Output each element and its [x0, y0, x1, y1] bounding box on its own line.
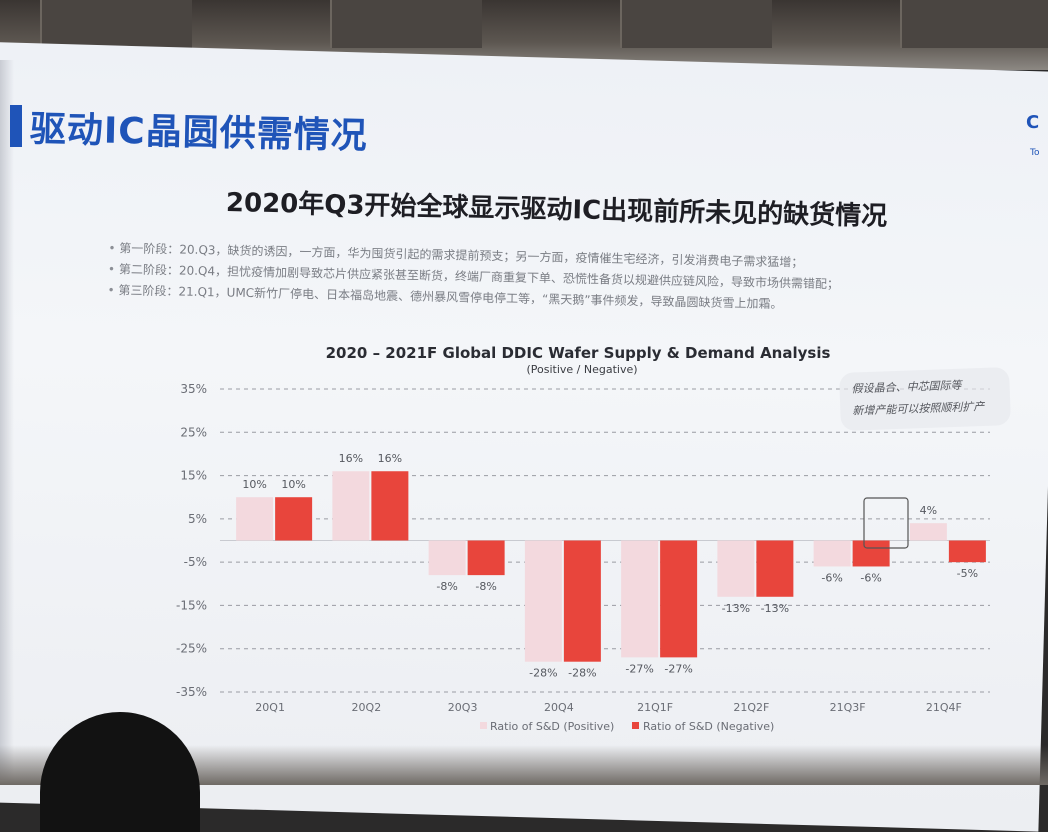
y-tick-label: -35% — [176, 685, 207, 699]
y-tick-label: 15% — [180, 469, 207, 483]
grid-lines — [220, 388, 990, 693]
data-label: 4% — [920, 504, 937, 517]
data-label: 16% — [339, 452, 363, 465]
category-label: 20Q2 — [352, 701, 382, 714]
bar-negative — [371, 471, 409, 541]
bar-positive — [909, 523, 947, 541]
y-tick-label: 25% — [180, 425, 207, 439]
bar-positive — [428, 540, 466, 576]
y-tick-label: 35% — [180, 382, 207, 396]
category-labels: 20Q1 20Q2 20Q3 20Q4 21Q1F 21Q2F 21Q3F 21Q4F — [255, 701, 962, 714]
title-accent-bar — [10, 105, 22, 147]
data-label: -28% — [529, 667, 557, 680]
data-label: -13% — [761, 602, 789, 615]
category-label: 20Q1 — [255, 701, 285, 714]
bar-negative — [467, 540, 505, 576]
y-tick-label: -25% — [176, 642, 207, 656]
data-label: -5% — [957, 567, 978, 580]
ddic-supply-demand-chart: 2020 – 2021F Global DDIC Wafer Supply & … — [175, 344, 990, 733]
data-label: 16% — [378, 452, 402, 465]
chart-subtitle: (Positive / Negative) — [526, 363, 637, 376]
data-label: -6% — [860, 571, 881, 584]
bar-positive — [332, 471, 370, 541]
data-label: -27% — [625, 662, 653, 675]
bars — [236, 471, 986, 662]
legend-label-positive: Ratio of S&D (Positive) — [490, 720, 614, 733]
data-label: 10% — [281, 478, 305, 491]
y-axis-ticks: 35% 25% 15% 5% -5% -15% -25% -35% — [176, 382, 207, 699]
bar-positive — [717, 540, 755, 597]
data-label: 10% — [242, 478, 266, 491]
highlight-box — [863, 497, 909, 549]
category-label: 21Q1F — [637, 701, 673, 714]
bar-negative — [275, 497, 313, 541]
bar-positive — [236, 497, 274, 541]
bar-negative — [756, 540, 794, 597]
ceiling-panel — [620, 0, 772, 48]
bar-positive — [524, 540, 562, 662]
data-label: -8% — [436, 580, 457, 593]
bar-negative — [660, 540, 698, 658]
legend-swatch-positive — [480, 722, 487, 729]
y-tick-label: -15% — [176, 598, 207, 612]
category-label: 20Q3 — [448, 701, 478, 714]
annotation-note: 假设晶合、中芯国际等 新增产能可以按照顺利扩产 — [839, 367, 1011, 431]
data-label: -8% — [475, 580, 496, 593]
brand-logo: C — [1026, 112, 1040, 133]
ceiling-panel — [900, 0, 1048, 48]
data-label: -27% — [664, 662, 692, 675]
category-label: 21Q2F — [733, 701, 769, 714]
data-label: -28% — [568, 667, 596, 680]
category-label: 20Q4 — [544, 701, 574, 714]
category-label: 21Q3F — [830, 701, 866, 714]
category-label: 21Q4F — [926, 701, 962, 714]
legend-label-negative: Ratio of S&D (Negative) — [643, 720, 774, 733]
ceiling-panel — [330, 0, 482, 48]
bar-negative — [563, 540, 601, 662]
annotation-line-2: 新增产能可以按照顺利扩产 — [852, 399, 985, 418]
ceiling-panel — [40, 0, 192, 48]
bar-positive — [621, 540, 659, 658]
bar-negative — [948, 540, 986, 563]
data-label: -13% — [722, 602, 750, 615]
data-label: -6% — [821, 571, 842, 584]
y-tick-label: 5% — [188, 512, 207, 526]
legend: Ratio of S&D (Positive) Ratio of S&D (Ne… — [480, 720, 774, 733]
legend-swatch-negative — [632, 722, 639, 729]
bar-negative — [852, 540, 890, 567]
data-labels: 10% 10% 16% 16% -8% -8% -28% -28% -27% -27% -13% -1… — [242, 452, 978, 679]
chart-title: 2020 – 2021F Global DDIC Wafer Supply & … — [326, 344, 831, 362]
y-tick-label: -5% — [184, 555, 207, 569]
slide-edge-shade — [0, 60, 14, 780]
brand-text: To — [1030, 148, 1040, 158]
bar-positive — [813, 540, 851, 567]
